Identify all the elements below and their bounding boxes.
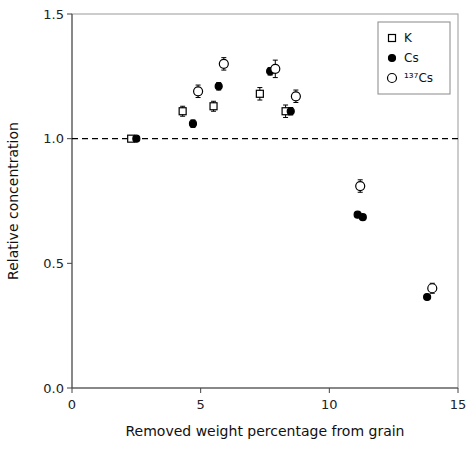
legend-label: Cs <box>404 51 419 65</box>
series <box>133 68 431 301</box>
error-bar-cap <box>283 105 288 106</box>
y-tick <box>67 263 72 264</box>
y-tick <box>67 138 72 139</box>
x-axis-line <box>72 388 458 389</box>
error-bar <box>216 83 221 90</box>
error-bar-cap <box>196 97 201 98</box>
legend-marker <box>389 55 396 62</box>
legend-marker <box>389 35 396 42</box>
chart: 0 5 10 15 0.0 0.5 1.0 1.5 Removed weight percent… <box>0 0 474 450</box>
y-tick <box>67 388 72 389</box>
y-axis-line <box>72 14 73 388</box>
error-bar <box>190 120 195 127</box>
point <box>424 293 431 300</box>
error-bar-cap <box>180 116 185 117</box>
legend-label: ¹³⁷Cs <box>404 71 433 85</box>
legend-label: K <box>404 31 413 45</box>
error-bar-cap <box>221 57 226 58</box>
x-tick <box>200 388 201 393</box>
point <box>287 108 294 115</box>
error-bar-cap <box>257 100 262 101</box>
point <box>271 64 280 73</box>
error-bar <box>288 108 293 115</box>
error-bar-cap <box>180 106 185 107</box>
legend: K Cs ¹³⁷Cs <box>378 22 450 94</box>
point <box>210 103 217 110</box>
error-bar-cap <box>211 101 216 102</box>
error-bar-cap <box>221 70 226 71</box>
point <box>179 108 186 115</box>
error-bar-cap <box>293 90 298 91</box>
error-bar <box>180 106 185 116</box>
error-bar-cap <box>273 77 278 78</box>
point <box>291 92 300 101</box>
error-bar <box>211 101 216 111</box>
point <box>256 90 263 97</box>
point <box>133 135 140 142</box>
x-tick-label: 10 <box>321 397 338 412</box>
plot-frame <box>72 14 458 388</box>
y-tick-label: 0.5 <box>43 256 64 271</box>
y-tick-label: 1.0 <box>43 131 64 146</box>
x-tick <box>329 388 330 393</box>
x-tick-label: 15 <box>450 397 467 412</box>
point <box>219 59 228 68</box>
error-bar-cap <box>211 111 216 112</box>
error-bar-cap <box>257 87 262 88</box>
legend-marker <box>388 74 397 83</box>
point <box>359 214 366 221</box>
legend-box <box>378 22 450 94</box>
x-tick-label: 0 <box>68 397 76 412</box>
series <box>128 88 289 143</box>
error-bar <box>257 88 262 100</box>
error-bar-cap <box>358 192 363 193</box>
error-bar-cap <box>293 102 298 103</box>
error-bar-cap <box>196 85 201 86</box>
y-tick <box>67 14 72 15</box>
x-tick-label: 5 <box>197 397 205 412</box>
error-bar-cap <box>283 117 288 118</box>
error-bar-cap <box>273 60 278 61</box>
x-tick <box>458 388 459 393</box>
x-axis-label: Removed weight percentage from grain <box>126 423 405 439</box>
y-tick-label: 1.5 <box>43 7 64 22</box>
point <box>215 83 222 90</box>
point <box>428 284 437 293</box>
point <box>356 182 365 191</box>
point <box>194 87 203 96</box>
error-bar-cap <box>358 179 363 180</box>
y-axis-label: Relative concentration <box>5 122 21 280</box>
y-tick-label: 0.0 <box>43 381 64 396</box>
point <box>189 120 196 127</box>
x-tick <box>72 388 73 393</box>
